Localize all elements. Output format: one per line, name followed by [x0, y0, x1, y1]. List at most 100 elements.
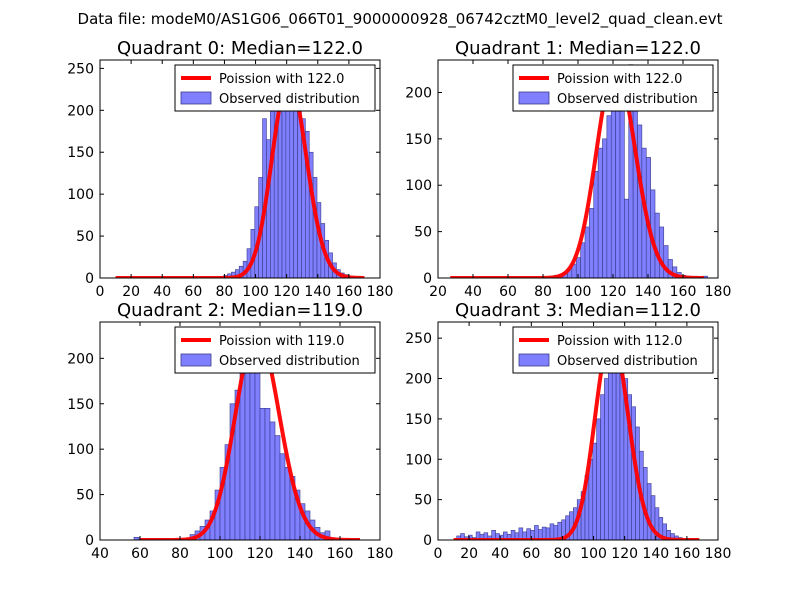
legend-bar-swatch — [518, 91, 550, 105]
x-tick-label: 60 — [522, 546, 540, 562]
quadrant-3-chart: 0 20 40 60 80 100 120 140 160 180050100150200250Q… — [405, 300, 731, 562]
quadrant-1-hist-bar — [589, 208, 595, 278]
quadrant-2-hist-bar — [244, 362, 251, 540]
quadrant-1-hist-bar — [597, 147, 603, 278]
x-tick-label: 100 — [242, 284, 269, 300]
legend-label-observed: Observed distribution — [219, 92, 360, 107]
legend-bar-swatch — [180, 91, 212, 105]
quadrant-3-legend: Poission with 112.0 Observed distribution — [512, 326, 714, 374]
quadrant-2-title: Quadrant 2: Median=119.0 — [117, 300, 363, 321]
quadrant-2-hist-bar — [269, 421, 276, 540]
x-tick-label: 100 — [565, 284, 592, 300]
quadrant-1-title: Quadrant 1: Median=122.0 — [455, 38, 701, 59]
legend-label-observed: Observed distribution — [557, 354, 698, 369]
quadrant-2-hist-bar — [324, 530, 331, 540]
y-tick-label: 0 — [85, 271, 94, 287]
quadrant-2-hist-bar — [284, 467, 291, 540]
x-tick-label: 60 — [499, 284, 517, 300]
quadrant-2-legend: Poission with 119.0 Observed distribution — [174, 326, 376, 374]
quadrant-1-hist-bar — [624, 198, 630, 278]
legend-label-poisson: Poission with 122.0 — [219, 72, 344, 87]
quadrant-0-poisson-curve — [114, 77, 366, 278]
quadrant-1-hist-bar — [610, 101, 616, 278]
quadrant-3-plot-area — [452, 332, 701, 540]
y-tick-label: 100 — [405, 178, 432, 194]
y-tick-label: 250 — [67, 61, 94, 77]
quadrant-0-plot-area — [114, 68, 366, 278]
x-tick-label: 160 — [336, 284, 363, 300]
quadrant-2-hist-bar — [274, 435, 281, 540]
quadrant-3-hist-bar — [596, 418, 601, 540]
y-tick-label: 200 — [67, 103, 94, 119]
x-tick-label: 60 — [184, 284, 202, 300]
y-tick-label: 200 — [405, 85, 432, 101]
x-tick-label: 20 — [122, 284, 140, 300]
y-tick-label: 150 — [405, 132, 432, 148]
quadrant-1-legend: Poission with 122.0 Observed distribution — [512, 64, 714, 112]
y-tick-label: 200 — [67, 351, 94, 367]
legend-label-observed: Observed distribution — [219, 354, 360, 369]
x-tick-label: 60 — [131, 546, 149, 562]
x-tick-label: 120 — [273, 284, 300, 300]
quadrant-2-axes-frame — [99, 321, 381, 541]
x-tick-label: 180 — [367, 284, 394, 300]
x-tick-label: 20 — [460, 546, 478, 562]
quadrant-2-chart: 40 60 80 100 120 140 160 180 0 50 100 150 200 Quadran… — [67, 300, 393, 562]
x-tick-label: 180 — [367, 546, 394, 562]
quadrant-1-plot-area — [448, 64, 708, 278]
quadrant-2-hist-bar — [239, 371, 246, 540]
quadrant-3-title: Quadrant 3: Median=112.0 — [455, 300, 701, 321]
quadrant-3-poisson-curve — [452, 332, 701, 540]
x-tick-label: 140 — [642, 546, 669, 562]
legend-label-poisson: Poission with 119.0 — [219, 334, 344, 349]
x-tick-label: 0 — [96, 284, 105, 300]
quadrant-1-hist-bar — [632, 96, 638, 278]
y-tick-label: 150 — [67, 145, 94, 161]
quadrant-0-legend: Poission with 122.0 Observed distribution — [174, 64, 376, 112]
quadrant-0-hist-bar — [293, 84, 298, 278]
x-tick-label: 180 — [705, 546, 732, 562]
quadrant-1-hist-bar — [593, 171, 599, 278]
quadrant-2-hist-bar — [254, 348, 261, 540]
x-tick-label: 140 — [635, 284, 662, 300]
y-tick-label: 200 — [405, 372, 432, 388]
x-tick-label: 160 — [674, 546, 701, 562]
quadrant-1-hist-bar — [580, 242, 586, 278]
quadrant-1-hist-bar — [584, 226, 590, 278]
x-tick-label: 120 — [247, 546, 274, 562]
x-tick-label: 160 — [670, 284, 697, 300]
quadrant-2-hist-bar — [279, 453, 286, 540]
x-tick-label: 160 — [327, 546, 354, 562]
quadrant-3-axes-frame — [437, 321, 719, 541]
legend-label-poisson: Poission with 112.0 — [557, 334, 682, 349]
quadrant-1-hist-bar — [637, 124, 643, 278]
x-tick-label: 180 — [705, 284, 732, 300]
y-tick-label: 0 — [85, 533, 94, 549]
quadrant-3-hist-bar — [534, 525, 539, 540]
quadrant-3-hist-bar — [549, 523, 555, 540]
quadrant-2-hist-bar — [249, 353, 256, 540]
quadrant-1-poisson-curve — [448, 65, 706, 278]
quadrant-2-hist-bar — [259, 407, 266, 540]
x-tick-label: 40 — [153, 284, 171, 300]
quadrant-1-hist-bar — [606, 115, 612, 278]
quadrant-3-hist-bar — [592, 442, 597, 540]
figure-title: Data file: modeM0/AS1G06_066T01_90000009… — [78, 10, 723, 29]
y-tick-label: 150 — [67, 397, 94, 413]
x-tick-label: 40 — [491, 546, 509, 562]
y-tick-label: 50 — [414, 493, 432, 509]
x-tick-label: 20 — [429, 284, 447, 300]
y-tick-label: 150 — [405, 412, 432, 428]
y-tick-label: 50 — [76, 488, 94, 504]
x-tick-label: 80 — [216, 284, 234, 300]
x-tick-label: 40 — [91, 546, 109, 562]
y-tick-label: 250 — [405, 331, 432, 347]
quadrant-0-axes-frame — [99, 59, 381, 279]
quadrant-3-hist-bar — [600, 394, 605, 540]
legend-label-poisson: Poission with 122.0 — [557, 72, 682, 87]
x-tick-label: 120 — [600, 284, 627, 300]
y-tick-label: 100 — [405, 452, 432, 468]
legend-bar-swatch — [180, 353, 212, 367]
legend-bar-swatch — [518, 353, 550, 367]
x-tick-label: 80 — [554, 546, 572, 562]
